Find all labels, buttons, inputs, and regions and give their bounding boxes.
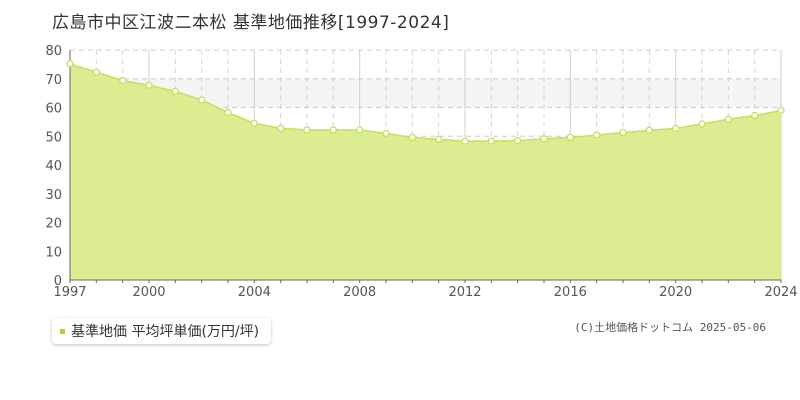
- data-point: [198, 96, 206, 104]
- y-tick-label: 80: [45, 44, 62, 59]
- data-point: [777, 106, 785, 115]
- x-tick-label: 2016: [554, 285, 587, 300]
- legend-swatch: [60, 328, 65, 334]
- x-tick-label: 2008: [343, 285, 376, 300]
- x-tick-label: 2004: [238, 285, 271, 300]
- data-point: [356, 126, 364, 134]
- chart-title: 広島市中区江波二本松 基準地価推移[1997-2024]: [52, 13, 450, 33]
- area-layer: [69, 63, 782, 280]
- data-point: [145, 81, 153, 90]
- legend-label: 基準地価 平均坪単価(万円/坪): [71, 324, 260, 340]
- x-tick-label: 2012: [448, 285, 481, 300]
- tick-label-layer: 0 10 20 30 40 50 60 70 80 1997 2000 2004 2008 2012 201…: [45, 44, 797, 300]
- copyright-text: (C)土地価格ドットコム 2025-05-06: [574, 321, 766, 334]
- data-point: [540, 135, 548, 143]
- data-point: [514, 136, 522, 145]
- data-point: [171, 87, 179, 96]
- y-tick-label: 0: [54, 274, 62, 289]
- data-point: [224, 108, 232, 117]
- data-point: [751, 111, 759, 120]
- y-tick-label: 60: [45, 102, 62, 117]
- data-point: [724, 115, 732, 123]
- data-point: [92, 68, 100, 76]
- y-tick-label: 20: [45, 217, 62, 232]
- data-point: [382, 129, 390, 138]
- data-point: [487, 137, 495, 145]
- y-tick-label: 30: [45, 188, 62, 203]
- y-tick-label: 10: [45, 245, 62, 260]
- data-point: [461, 137, 469, 145]
- data-point: [672, 124, 680, 133]
- data-point: [408, 133, 416, 142]
- y-tick-label: 50: [45, 130, 62, 145]
- data-point: [66, 60, 74, 68]
- data-point: [435, 135, 443, 144]
- y-tick-label: 70: [45, 73, 62, 88]
- legend: 基準地価 平均坪単価(万円/坪): [52, 318, 272, 344]
- data-point: [698, 120, 706, 128]
- marker-layer: [66, 60, 785, 145]
- data-point: [593, 131, 601, 139]
- x-tick-label: 2024: [764, 285, 797, 300]
- data-point: [645, 126, 653, 134]
- y-tick-label: 40: [45, 159, 62, 174]
- data-point: [250, 119, 258, 127]
- x-tick-label: 2000: [132, 285, 165, 300]
- axis-layer: [69, 50, 782, 283]
- series-line: [69, 63, 782, 142]
- data-point: [303, 126, 311, 134]
- data-point: [277, 124, 285, 132]
- data-point: [119, 76, 127, 85]
- x-tick-label: 2020: [659, 285, 692, 300]
- data-point: [329, 126, 337, 134]
- data-point: [619, 128, 627, 137]
- x-tick-label: 1997: [53, 285, 86, 300]
- series-area-fill: [70, 63, 781, 280]
- data-point: [566, 133, 574, 142]
